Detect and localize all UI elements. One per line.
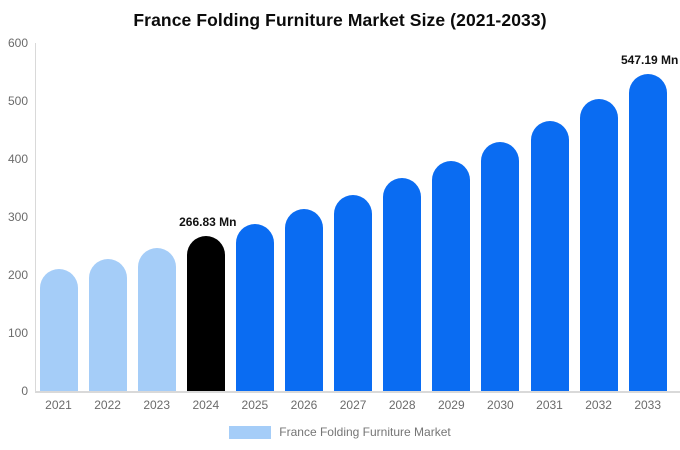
x-tick-label: 2031 xyxy=(536,398,563,412)
bar-value-label: 266.83 Mn xyxy=(179,215,237,230)
x-tick-label: 2032 xyxy=(585,398,612,412)
bar-2025[interactable] xyxy=(235,223,274,391)
x-tick-label: 2033 xyxy=(634,398,662,412)
chart-title: France Folding Furniture Market Size (20… xyxy=(133,10,547,30)
y-tick-label: 100 xyxy=(7,326,28,340)
bar-value-label: 547.19 Mn xyxy=(621,52,679,67)
x-tick-label: 2022 xyxy=(94,398,121,412)
x-tick-label: 2026 xyxy=(290,398,318,412)
legend-label: France Folding Furniture Market xyxy=(279,425,451,439)
bar-2022[interactable] xyxy=(88,258,127,391)
y-tick-label: 0 xyxy=(21,384,28,398)
bar-2030[interactable] xyxy=(481,142,520,391)
x-tick-label: 2021 xyxy=(45,398,72,412)
bar-2023[interactable] xyxy=(137,248,176,391)
bar-2033[interactable] xyxy=(628,73,667,391)
legend-swatch xyxy=(229,425,272,439)
bar-2031[interactable] xyxy=(530,121,569,391)
x-tick-label: 2028 xyxy=(388,398,416,412)
y-tick-label: 200 xyxy=(7,268,28,282)
bar-2024[interactable] xyxy=(186,236,225,391)
y-tick-label: 600 xyxy=(7,36,28,50)
y-tick-label: 400 xyxy=(7,152,28,166)
x-tick-label: 2030 xyxy=(487,398,514,412)
bar-2021[interactable] xyxy=(39,269,78,391)
bar-2029[interactable] xyxy=(432,160,471,391)
bar-2028[interactable] xyxy=(383,178,422,391)
x-tick-label: 2024 xyxy=(192,398,220,412)
x-tick-label: 2025 xyxy=(241,398,269,412)
y-tick-label: 500 xyxy=(7,94,28,108)
x-tick-label: 2027 xyxy=(339,398,367,412)
legend[interactable]: France Folding Furniture Market xyxy=(0,423,680,441)
x-tick-label: 2029 xyxy=(437,398,465,412)
bar-2032[interactable] xyxy=(579,99,618,391)
x-tick-label: 2023 xyxy=(143,398,171,412)
y-tick-label: 300 xyxy=(7,210,28,224)
x-axis-line xyxy=(35,391,680,393)
bar-2026[interactable] xyxy=(285,209,323,391)
bar-2027[interactable] xyxy=(334,194,373,391)
y-axis-line xyxy=(35,43,36,391)
